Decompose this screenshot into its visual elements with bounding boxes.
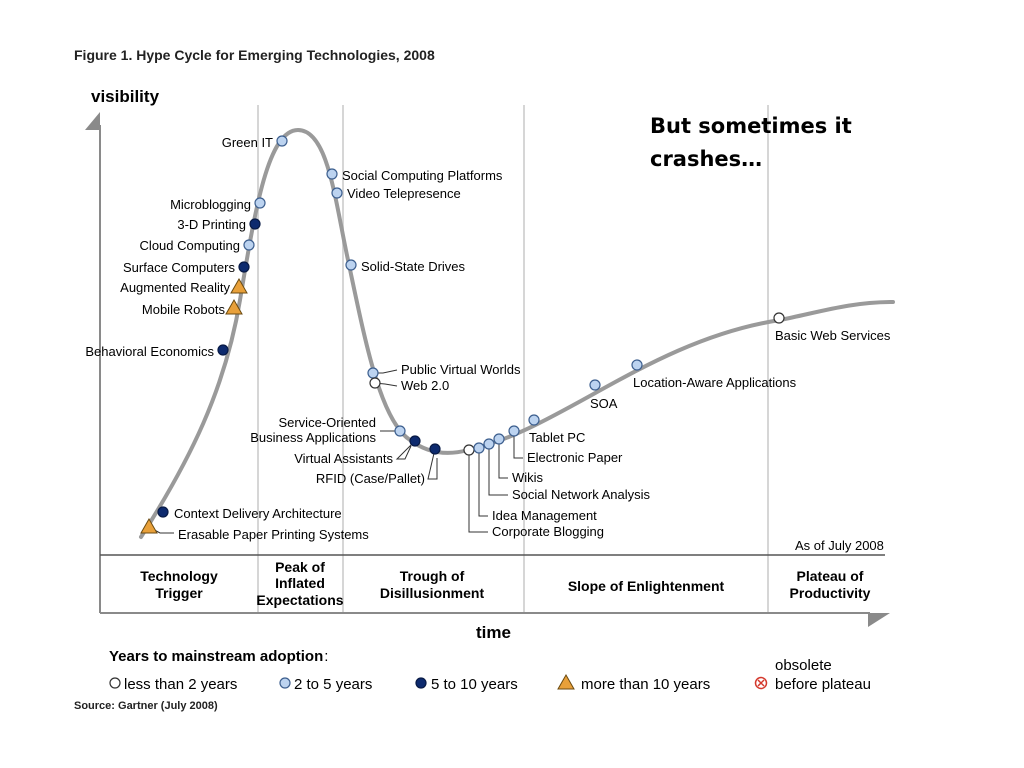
point-wikis bbox=[493, 433, 505, 445]
label-green-it: Green IT bbox=[222, 135, 273, 150]
label-behavioral-economics: Behavioral Economics bbox=[85, 344, 214, 359]
label-context-delivery-architecture: Context Delivery Architecture bbox=[174, 506, 342, 521]
x-axis-label: time bbox=[476, 623, 511, 642]
chart-title: Figure 1. Hype Cycle for Emerging Techno… bbox=[74, 47, 435, 63]
label-service-oriented-business-applications-1: Service-Oriented bbox=[278, 415, 376, 430]
phase-label-4-1: Slope of Enlightenment bbox=[568, 578, 725, 594]
as-of-date: As of July 2008 bbox=[795, 538, 884, 553]
point-tablet-pc bbox=[528, 414, 540, 426]
point-microblogging bbox=[254, 197, 266, 209]
phase-label-2-3: Expectations bbox=[256, 592, 343, 608]
point-solid-state-drives bbox=[345, 259, 357, 271]
label-microblogging: Microblogging bbox=[170, 197, 251, 212]
hype-curve bbox=[139, 127, 895, 539]
phase-label-5-2: Productivity bbox=[790, 585, 871, 601]
label-mobile-robots: Mobile Robots bbox=[142, 302, 226, 317]
connector-idea-management bbox=[478, 448, 488, 517]
phase-label-1-1: Technology bbox=[140, 568, 218, 584]
phase-label-1-2: Trigger bbox=[155, 585, 203, 601]
callout-text: But sometimes it crashes… bbox=[650, 110, 910, 176]
legend-marker-4-icon bbox=[557, 673, 575, 690]
point-social-network-analysis bbox=[483, 438, 495, 450]
point-public-virtual-worlds bbox=[367, 367, 379, 379]
label-3-d-printing: 3-D Printing bbox=[177, 217, 246, 232]
label-corporate-blogging: Corporate Blogging bbox=[492, 524, 604, 539]
point-web-2-0 bbox=[369, 377, 381, 389]
point-service-oriented-business-applications bbox=[394, 425, 406, 437]
point-behavioral-economics bbox=[217, 344, 229, 356]
label-wikis: Wikis bbox=[512, 470, 544, 485]
point-green-it bbox=[276, 135, 288, 147]
label-surface-computers: Surface Computers bbox=[123, 260, 235, 275]
point-idea-management bbox=[473, 442, 485, 454]
label-virtual-assistants: Virtual Assistants bbox=[294, 451, 393, 466]
connector-rfid-case-pallet bbox=[427, 448, 438, 480]
legend-label-4: more than 10 years bbox=[581, 676, 710, 693]
legend-label-3: 5 to 10 years bbox=[431, 676, 518, 693]
callout-line-2: crashes… bbox=[650, 147, 763, 171]
legend-marker-1-icon bbox=[109, 677, 121, 689]
legend-marker-2-icon bbox=[279, 677, 291, 689]
label-electronic-paper: Electronic Paper bbox=[527, 450, 623, 465]
legend-label-5-line-2: before plateau bbox=[775, 676, 871, 693]
connector-virtual-assistants bbox=[395, 440, 416, 460]
point-soa bbox=[589, 379, 601, 391]
label-public-virtual-worlds: Public Virtual Worlds bbox=[401, 362, 521, 377]
label-solid-state-drives: Solid-State Drives bbox=[361, 259, 466, 274]
point-electronic-paper bbox=[508, 425, 520, 437]
y-axis-label: visibility bbox=[91, 87, 160, 106]
point-surface-computers bbox=[238, 261, 250, 273]
label-video-telepresence: Video Telepresence bbox=[347, 186, 461, 201]
label-basic-web-services: Basic Web Services bbox=[775, 328, 891, 343]
connector-wikis bbox=[498, 439, 508, 479]
label-erasable-paper-printing-systems: Erasable Paper Printing Systems bbox=[178, 527, 369, 542]
point-video-telepresence bbox=[331, 187, 343, 199]
chart-source: Source: Gartner (July 2008) bbox=[74, 700, 218, 712]
point-social-computing-platforms bbox=[326, 168, 338, 180]
y-axis-arrow-icon bbox=[85, 112, 100, 130]
legend-marker-3-icon bbox=[415, 677, 427, 689]
label-idea-management: Idea Management bbox=[492, 508, 597, 523]
label-location-aware-applications: Location-Aware Applications bbox=[633, 375, 797, 390]
point-augmented-reality bbox=[230, 277, 248, 294]
legend-marker-5-icon bbox=[754, 676, 768, 690]
point-virtual-assistants bbox=[409, 435, 421, 447]
label-cloud-computing: Cloud Computing bbox=[140, 238, 240, 253]
label-rfid-case-pallet: RFID (Case/Pallet) bbox=[316, 471, 425, 486]
point-3-d-printing bbox=[249, 218, 261, 230]
legend-label-5-line-1: obsolete bbox=[775, 657, 832, 674]
phase-label-3-2: Disillusionment bbox=[380, 585, 485, 601]
point-basic-web-services bbox=[773, 312, 785, 324]
label-web-2-0: Web 2.0 bbox=[401, 378, 449, 393]
legend-label-1: less than 2 years bbox=[124, 676, 237, 693]
legend-title: Years to mainstream adoption bbox=[109, 648, 323, 665]
label-social-network-analysis: Social Network Analysis bbox=[512, 487, 650, 502]
x-axis-arrow-icon bbox=[868, 613, 890, 627]
label-tablet-pc: Tablet PC bbox=[529, 430, 585, 445]
label-soa: SOA bbox=[590, 396, 618, 411]
callout-line-1: But sometimes it bbox=[650, 114, 852, 138]
point-rfid-case-pallet bbox=[429, 443, 441, 455]
point-erasable-paper-printing-systems bbox=[140, 517, 158, 534]
point-mobile-robots bbox=[225, 298, 243, 315]
legend-label-2: 2 to 5 years bbox=[294, 676, 372, 693]
label-augmented-reality: Augmented Reality bbox=[120, 280, 230, 295]
point-location-aware-applications bbox=[631, 359, 643, 371]
phase-label-5-1: Plateau of bbox=[797, 568, 864, 584]
label-service-oriented-business-applications-2: Business Applications bbox=[250, 430, 376, 445]
phase-label-3-1: Trough of bbox=[400, 568, 465, 584]
point-corporate-blogging bbox=[463, 444, 475, 456]
phase-label-2-2: Inflated bbox=[275, 575, 325, 591]
phase-label-2-1: Peak of bbox=[275, 559, 325, 575]
point-cloud-computing bbox=[243, 239, 255, 251]
legend-title-colon: : bbox=[324, 648, 328, 665]
label-social-computing-platforms: Social Computing Platforms bbox=[342, 168, 503, 183]
point-context-delivery-architecture bbox=[157, 506, 169, 518]
